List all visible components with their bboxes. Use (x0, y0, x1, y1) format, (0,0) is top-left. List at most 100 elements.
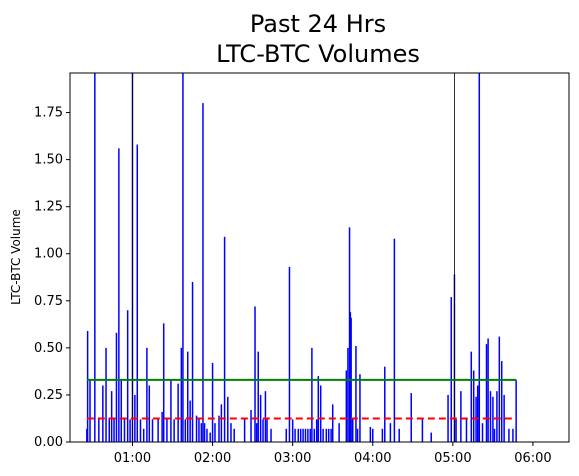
bar-2 (89, 380, 91, 442)
bar-38 (198, 419, 200, 442)
bar-48 (224, 237, 226, 442)
bar-19 (140, 419, 142, 442)
bar-108 (471, 352, 473, 442)
bar-39 (201, 423, 203, 442)
bar-82 (338, 423, 340, 442)
bar-10 (116, 333, 118, 442)
bar-24 (157, 419, 159, 442)
y-tick-label-1: 0.25 (34, 388, 63, 403)
bar-47 (221, 404, 223, 442)
bar-77 (322, 429, 324, 442)
bar-109 (473, 370, 475, 442)
bar-102 (447, 395, 449, 442)
bar-72 (311, 348, 313, 442)
bar-21 (146, 348, 148, 442)
bar-119 (496, 391, 498, 442)
bar-123 (508, 429, 510, 442)
y-tick-label-2: 0.50 (34, 341, 63, 356)
bar-100 (422, 419, 424, 442)
bar-25 (161, 412, 163, 442)
bar-78 (326, 429, 328, 442)
x-tick-label-5: 06:00 (514, 451, 551, 466)
bar-27 (166, 419, 168, 442)
bar-73 (314, 429, 316, 442)
bar-22 (149, 386, 151, 442)
x-tick-label-4: 05:00 (434, 451, 471, 466)
bar-14 (127, 310, 129, 442)
bar-76 (320, 386, 322, 442)
bar-79 (328, 429, 330, 442)
x-tick-label-1: 02:00 (194, 451, 231, 466)
bar-31 (181, 348, 183, 442)
bar-56 (257, 352, 259, 442)
bar-8 (111, 391, 113, 442)
bar-41 (204, 423, 206, 442)
bar-93 (372, 429, 374, 442)
bar-116 (490, 391, 492, 442)
bar-111 (477, 386, 479, 442)
bar-37 (196, 416, 198, 442)
bar-66 (298, 429, 300, 442)
bar-90 (357, 429, 359, 442)
bar-121 (501, 361, 503, 442)
bar-26 (163, 323, 165, 442)
bar-43 (209, 433, 211, 442)
bar-98 (398, 429, 400, 442)
bar-28 (170, 380, 172, 442)
chart-title-line-1: Past 24 Hrs (250, 10, 386, 38)
bar-50 (230, 423, 232, 442)
bar-46 (218, 416, 220, 442)
bar-1 (87, 331, 89, 442)
y-tick-label-6: 1.50 (34, 153, 63, 168)
bar-64 (292, 419, 294, 442)
bar-96 (390, 423, 392, 442)
bar-107 (466, 419, 468, 442)
bar-55 (256, 423, 258, 442)
bar-92 (370, 427, 372, 442)
bar-45 (214, 423, 216, 442)
bar-18 (137, 145, 139, 442)
bar-62 (286, 429, 288, 442)
bar-33 (185, 419, 187, 442)
bar-91 (359, 374, 361, 442)
bar-61 (270, 429, 272, 442)
bar-54 (254, 306, 256, 442)
bar-9 (113, 419, 115, 442)
bar-42 (206, 429, 208, 442)
bar-71 (310, 429, 312, 442)
bar-65 (294, 429, 296, 442)
bar-6 (105, 348, 107, 442)
bar-3 (94, 73, 96, 442)
bar-63 (289, 267, 291, 442)
y-axis-label: LTC-BTC Volume (9, 209, 23, 305)
bar-94 (382, 429, 384, 442)
bar-34 (187, 352, 189, 442)
bar-124 (512, 429, 514, 442)
bar-106 (460, 391, 462, 442)
bar-7 (109, 418, 111, 442)
x-tick-label-0: 01:00 (114, 451, 151, 466)
bar-49 (227, 397, 229, 442)
bar-122 (503, 395, 505, 442)
bar-115 (487, 338, 489, 442)
bar-125 (515, 380, 517, 442)
bar-40 (202, 103, 204, 442)
bar-75 (318, 376, 320, 442)
bar-30 (177, 384, 179, 442)
bar-67 (300, 429, 302, 442)
bar-118 (494, 429, 496, 442)
bar-117 (492, 397, 494, 442)
bar-15 (129, 419, 131, 442)
bar-32 (182, 73, 184, 442)
bar-81 (332, 404, 334, 442)
bar-59 (265, 391, 267, 442)
bar-4 (98, 419, 100, 442)
bar-113 (482, 423, 484, 442)
bar-74 (316, 419, 318, 442)
bar-58 (262, 419, 264, 442)
bar-114 (486, 344, 488, 442)
bar-80 (330, 429, 332, 442)
bar-44 (212, 363, 214, 442)
bar-101 (430, 433, 432, 442)
